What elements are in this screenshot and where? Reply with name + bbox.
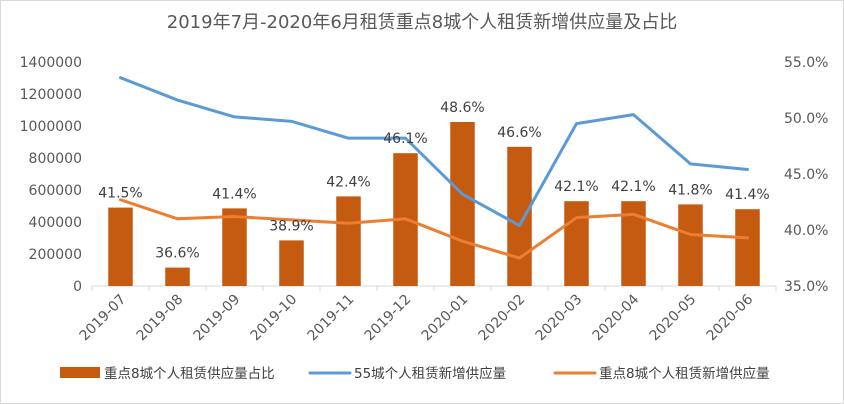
chart-title: 2019年7月-2020年6月租赁重点8城个人租赁新增供应量及占比: [166, 12, 678, 33]
left-y-tick-label: 800000: [29, 151, 82, 167]
left-y-tick-label: 1200000: [20, 87, 82, 103]
right-y-tick-label: 40.0%: [784, 223, 828, 239]
x-tick-label: 2020-02: [476, 292, 529, 345]
legend-swatch: [60, 367, 100, 378]
left-y-tick-label: 600000: [29, 183, 82, 199]
x-tick-label: 2020-01: [419, 292, 472, 345]
left-y-tick-label: 400000: [29, 215, 82, 231]
data-label: 42.4%: [326, 174, 370, 190]
data-label: 46.6%: [497, 125, 541, 141]
left-y-tick-label: 0: [73, 279, 82, 295]
bar: [279, 240, 304, 286]
right-y-tick-label: 50.0%: [784, 111, 828, 127]
right-y-tick-label: 45.0%: [784, 167, 828, 183]
bar: [222, 208, 247, 286]
legend-label: 55城个人租赁新增供应量: [354, 365, 506, 382]
x-tick-label: 2020-05: [647, 292, 700, 345]
series-line: [119, 198, 749, 260]
x-tick-label: 2020-04: [590, 291, 643, 344]
bar: [108, 207, 133, 286]
bar: [507, 146, 532, 286]
legend-label: 重点8城个人租赁供应量占比: [104, 365, 275, 382]
right-y-tick-label: 35.0%: [784, 279, 828, 295]
data-label: 41.5%: [98, 186, 142, 202]
left-y-tick-label: 200000: [29, 247, 82, 263]
x-tick-label: 2020-06: [704, 291, 757, 344]
left-y-tick-label: 1400000: [20, 55, 82, 71]
data-label: 48.6%: [440, 100, 484, 116]
data-label: 42.1%: [611, 179, 655, 195]
x-tick-label: 2019-12: [362, 292, 415, 345]
x-tick-label: 2019-09: [191, 292, 244, 345]
bar: [336, 196, 361, 286]
data-labels-group: 41.5% 36.6% 41.4% 38.9% 42.4% 46.1% 48.6% 46.6%…: [98, 100, 769, 262]
data-label: 41.8%: [668, 182, 712, 198]
data-label: 41.4%: [212, 186, 256, 202]
x-tick-label: 2020-03: [533, 292, 586, 345]
bar: [735, 209, 760, 286]
legend-label: 重点8城个人租赁新增供应量: [599, 365, 770, 382]
left-y-tick-label: 1000000: [20, 119, 82, 135]
data-label: 42.1%: [554, 179, 598, 195]
bar: [564, 201, 589, 286]
x-tick-label: 2019-10: [248, 292, 301, 345]
bar: [165, 267, 190, 286]
x-tick-label: 2019-08: [134, 292, 187, 345]
bars-group: [108, 122, 760, 286]
data-label: 46.1%: [383, 131, 427, 147]
data-label: 36.6%: [155, 246, 199, 262]
legend: 重点8城个人租赁供应量占比 55城个人租赁新增供应量 重点8城个人租赁新增供应量: [60, 365, 770, 382]
bar: [678, 204, 703, 286]
data-label: 38.9%: [269, 218, 313, 234]
series-line: [119, 76, 749, 228]
x-tick-label: 2019-07: [77, 292, 130, 345]
data-label: 41.4%: [725, 187, 769, 203]
right-y-tick-label: 55.0%: [784, 55, 828, 71]
bar: [450, 122, 475, 286]
x-tick-label: 2019-11: [305, 292, 358, 345]
lines-group: [119, 76, 749, 260]
